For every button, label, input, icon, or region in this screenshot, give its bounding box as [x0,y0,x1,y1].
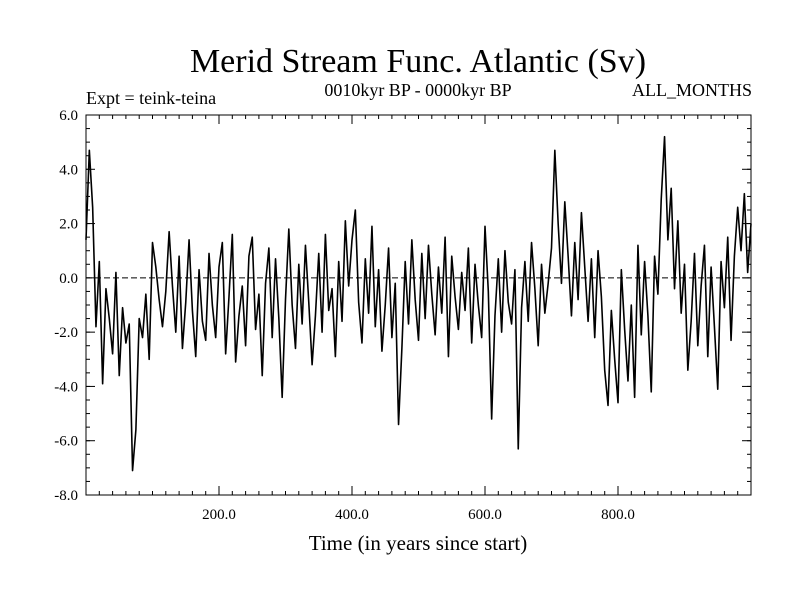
y-tick-label: -8.0 [54,488,78,504]
y-tick-label: 2.0 [59,217,78,233]
experiment-label: Expt = teink-teina [86,88,216,108]
y-axis: 6.0 4.0 2.0 0.0 -2.0 -4.0 -6.0 -8.0 [54,108,751,504]
y-tick-label: 4.0 [59,162,78,178]
chart-title: Merid Stream Func. Atlantic (Sv) [190,43,646,80]
y-tick-label: 6.0 [59,108,78,124]
months-label: ALL_MONTHS [632,80,752,100]
x-axis-label: Time (in years since start) [309,531,528,555]
time-range-label: 0010kyr BP - 0000kyr BP [324,80,511,100]
y-tick-label: -6.0 [54,434,78,450]
y-tick-label: 0.0 [59,271,78,287]
y-tick-label: -4.0 [54,379,78,395]
y-tick-label: -2.0 [54,325,78,341]
series-line [85,135,752,472]
x-tick-label: 200.0 [202,507,236,523]
x-tick-label: 400.0 [335,507,369,523]
x-tick-label: 600.0 [468,507,502,523]
x-tick-label: 800.0 [601,507,635,523]
x-axis: 200.0 400.0 600.0 800.0 [202,115,635,523]
